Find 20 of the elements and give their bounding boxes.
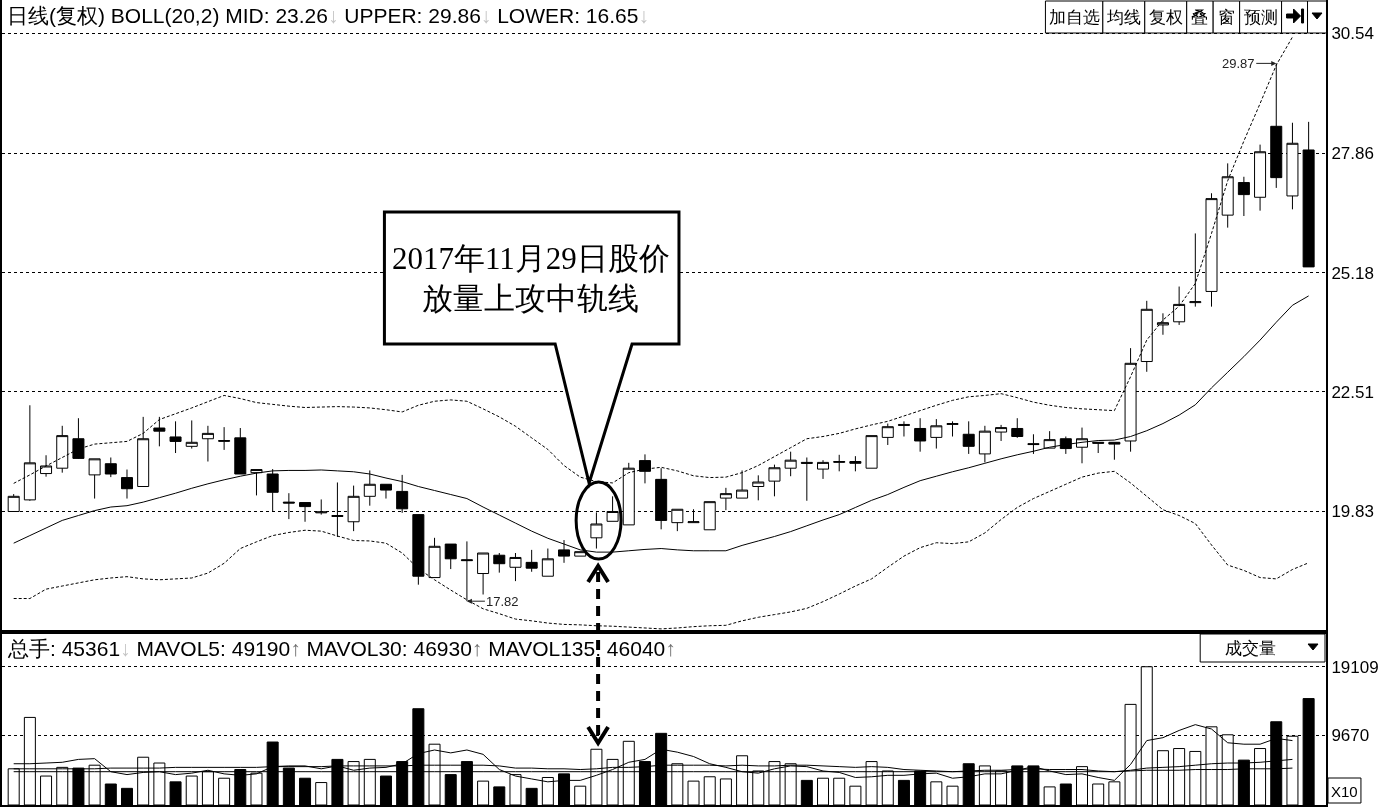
annotation: 日线(复权) BOLL(20,2) MID: 23.26↓ UPPER: 29.86↓ LOWER: 16.65↓ [7, 4, 649, 27]
text: X10 [1331, 783, 1358, 800]
y-tick-label: 19109 [1331, 657, 1379, 677]
y-tick-label: 19.83 [1331, 502, 1374, 522]
y-tick-label: 30.54 [1331, 24, 1374, 44]
annotation: 预测 [1244, 8, 1278, 27]
annotation: 窗 [1218, 8, 1235, 27]
annotation: 29.87 [1222, 56, 1255, 71]
annotation: 17.82 [486, 594, 519, 609]
annotation: 成交量 [1225, 639, 1276, 658]
y-tick-label: 25.18 [1331, 263, 1374, 283]
annotation: 复权 [1149, 8, 1183, 27]
annotation: 均线 [1106, 8, 1141, 27]
y-tick-label: 9670 [1331, 725, 1370, 745]
annotation: 叠 [1191, 8, 1208, 27]
y-tick-label: 22.51 [1331, 382, 1374, 402]
y-tick-label: 27.86 [1331, 144, 1374, 164]
annotation: 加自选 [1049, 8, 1100, 27]
annotation: 总手: 45361↓ MAVOL5: 49190↑ MAVOL30: 46930↑ MAVOL135: 46040↑ [7, 637, 676, 660]
annotation: 2017年11月29日股价放量上攻中轨线 [392, 241, 670, 317]
